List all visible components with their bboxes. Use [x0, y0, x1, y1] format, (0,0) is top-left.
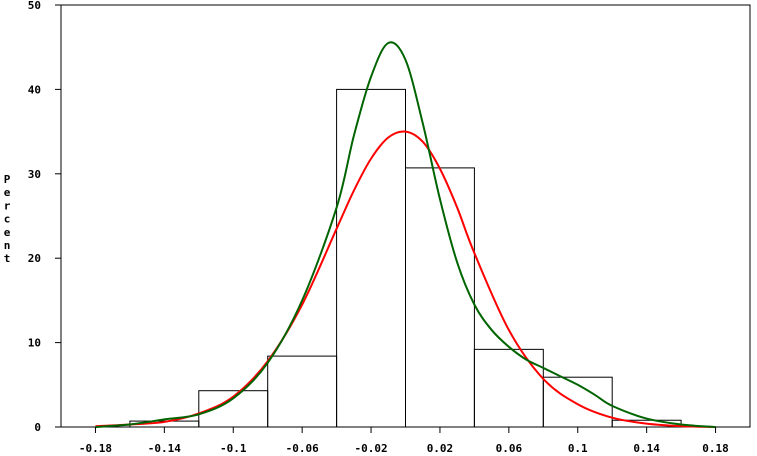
x-tick-label: -0.06	[286, 442, 319, 455]
x-tick-label: -0.02	[354, 442, 387, 455]
x-tick-label: -0.1	[220, 442, 247, 455]
density-curves	[95, 41, 716, 428]
x-tick-label: 0.06	[496, 442, 523, 455]
y-axis-label-char: P	[4, 173, 11, 186]
x-tick-label: 0.02	[427, 442, 454, 455]
y-tick-label: 50	[28, 0, 41, 12]
y-axis-label-char: e	[4, 226, 11, 239]
normal-density-curve	[95, 130, 716, 428]
y-axis-label-char: r	[4, 199, 11, 212]
x-tick-label: 0.1	[568, 442, 588, 455]
y-tick-label: 0	[34, 421, 41, 434]
x-tick-label: -0.18	[79, 442, 112, 455]
y-axis-label-char: c	[4, 213, 11, 226]
x-tick-label: 0.14	[633, 442, 660, 455]
kernel-density-curve	[95, 41, 716, 428]
y-axis-label-char: t	[4, 252, 11, 265]
y-tick-label: 10	[28, 337, 41, 350]
x-tick-label: -0.14	[148, 442, 181, 455]
y-axis-label-char: e	[4, 186, 11, 199]
y-axis-label-char: n	[4, 239, 11, 252]
x-tick-label: 0.18	[702, 442, 729, 455]
y-axis: 0 10 20 30 40 50	[28, 0, 61, 434]
y-tick-label: 40	[28, 83, 41, 96]
y-tick-label: 20	[28, 252, 41, 265]
y-tick-label: 30	[28, 168, 41, 181]
x-axis: -0.18 -0.14 -0.1 -0.06 -0.02 0.02 0.06 0.1 0.14 0…	[79, 427, 729, 455]
